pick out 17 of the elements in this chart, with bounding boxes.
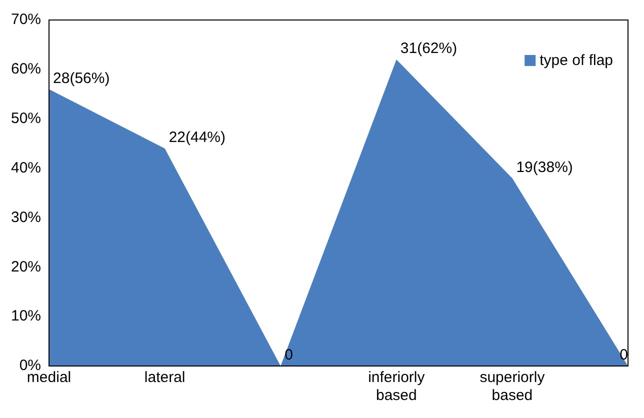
y-tick-label: 40% xyxy=(10,159,42,176)
x-tick-label: superiorly based xyxy=(480,369,546,404)
data-label: 31(62%) xyxy=(400,40,458,58)
data-label: 22(44%) xyxy=(168,129,226,146)
x-tick-label: inferiorly based xyxy=(368,369,426,404)
data-label: 19(38%) xyxy=(516,158,573,176)
y-tick-label: 20% xyxy=(10,258,42,276)
y-tick-label: 10% xyxy=(10,308,42,325)
y-tick-label: 50% xyxy=(10,110,42,127)
y-tick-label: 30% xyxy=(10,208,42,226)
x-tick-label: lateral xyxy=(144,369,186,386)
data-label: 28(56%) xyxy=(53,70,110,87)
data-label: 0 xyxy=(284,346,293,364)
y-tick-label: 70% xyxy=(10,11,42,28)
data-label: 0 xyxy=(620,346,628,364)
y-tick-label: 60% xyxy=(10,60,42,78)
legend-label: type of flap xyxy=(540,52,614,70)
